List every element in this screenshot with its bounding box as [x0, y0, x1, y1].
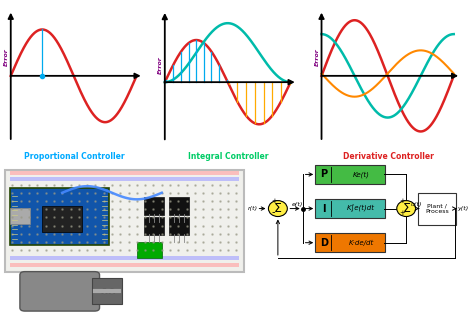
FancyBboxPatch shape	[315, 165, 384, 184]
FancyBboxPatch shape	[144, 197, 164, 215]
FancyBboxPatch shape	[10, 177, 239, 181]
FancyBboxPatch shape	[315, 233, 384, 252]
FancyBboxPatch shape	[92, 278, 122, 305]
FancyBboxPatch shape	[419, 193, 456, 225]
Text: +: +	[400, 198, 405, 204]
Text: Integral Controller: Integral Controller	[189, 152, 269, 161]
Text: D: D	[320, 238, 328, 248]
FancyBboxPatch shape	[10, 188, 109, 245]
Text: I: I	[322, 204, 326, 214]
FancyBboxPatch shape	[42, 206, 82, 232]
Text: EncoderMotorControl: EncoderMotorControl	[295, 295, 423, 304]
Text: Ke(t): Ke(t)	[353, 171, 370, 178]
FancyBboxPatch shape	[169, 197, 189, 215]
Text: Arduino: Arduino	[384, 269, 436, 282]
Circle shape	[268, 201, 287, 216]
Text: K·de/dt: K·de/dt	[348, 240, 374, 246]
Text: Σ: Σ	[274, 202, 282, 215]
Text: +: +	[272, 198, 277, 204]
Text: u(t): u(t)	[410, 202, 422, 207]
FancyBboxPatch shape	[10, 171, 239, 175]
FancyBboxPatch shape	[10, 208, 30, 224]
FancyBboxPatch shape	[137, 242, 162, 258]
Text: -: -	[271, 207, 274, 217]
Text: P: P	[320, 169, 328, 179]
Text: Plant /
Process: Plant / Process	[425, 204, 449, 214]
FancyBboxPatch shape	[5, 170, 244, 272]
Text: r(t): r(t)	[247, 206, 257, 211]
Text: e(t): e(t)	[292, 202, 303, 207]
Text: Proportional Controller: Proportional Controller	[24, 152, 125, 161]
FancyBboxPatch shape	[144, 216, 164, 235]
Text: Error: Error	[4, 48, 9, 66]
Text: Σ: Σ	[402, 202, 410, 215]
FancyBboxPatch shape	[315, 199, 384, 218]
Text: Error: Error	[158, 56, 163, 74]
Text: Error: Error	[315, 48, 320, 66]
FancyBboxPatch shape	[20, 272, 100, 311]
Circle shape	[108, 289, 116, 294]
Circle shape	[101, 289, 108, 294]
FancyBboxPatch shape	[169, 216, 189, 235]
FancyBboxPatch shape	[10, 263, 239, 267]
Circle shape	[397, 201, 416, 216]
Text: y(t): y(t)	[457, 206, 468, 211]
Text: With: With	[302, 269, 333, 282]
Text: PID: PID	[255, 269, 278, 282]
Text: K∫e(t)dt: K∫e(t)dt	[347, 205, 375, 212]
FancyBboxPatch shape	[10, 256, 239, 260]
Text: Derivative Controller: Derivative Controller	[343, 152, 434, 161]
Text: +: +	[400, 210, 405, 216]
